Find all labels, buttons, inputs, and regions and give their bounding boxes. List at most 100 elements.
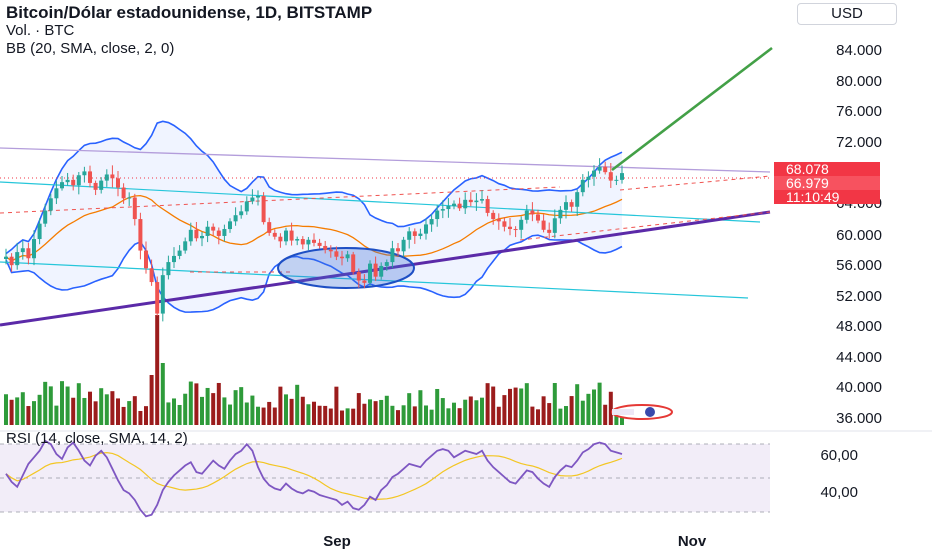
volume-bar <box>172 398 176 425</box>
flag-icon[interactable] <box>611 404 673 420</box>
volume-bar <box>457 408 462 425</box>
volume-bar <box>564 406 568 425</box>
candle-body <box>256 195 260 198</box>
volume-bar <box>317 405 322 425</box>
volume-bar <box>452 402 456 425</box>
candle-body <box>200 235 204 239</box>
candle-body <box>60 182 64 189</box>
volume-bar <box>592 389 596 425</box>
rising-support-line[interactable] <box>0 210 771 327</box>
candle-body <box>480 199 484 201</box>
volume-bar <box>440 398 445 425</box>
candle-body <box>524 210 529 220</box>
candle-body <box>71 179 76 186</box>
volume-bar <box>43 381 48 425</box>
volume-bar <box>250 395 255 425</box>
candle-body <box>172 255 176 263</box>
volume-bar <box>26 406 31 425</box>
volume-bar <box>300 396 305 425</box>
volume-bar <box>104 394 109 425</box>
volume-bar <box>149 375 154 425</box>
candle-body <box>603 166 608 173</box>
time-label-nov: Nov <box>678 533 707 550</box>
candle-body <box>211 226 216 231</box>
candle-body <box>345 254 350 259</box>
candle-body <box>284 230 288 242</box>
dashed-resistance-line-right[interactable] <box>619 175 771 191</box>
volume-bar <box>267 401 272 425</box>
volume-bar <box>188 381 193 425</box>
volume-bar <box>614 409 619 425</box>
bb-upper-band <box>5 120 623 255</box>
volume-bar <box>93 401 98 425</box>
rsi-tick: 40,00 <box>820 484 858 501</box>
candle-body <box>541 220 546 230</box>
candle-body <box>312 239 316 243</box>
candle-body <box>194 229 199 239</box>
candle-body <box>267 222 272 233</box>
projection-line[interactable] <box>611 46 773 172</box>
candle-body <box>127 197 132 199</box>
candle-body <box>4 256 8 260</box>
volume-bar <box>513 387 518 425</box>
volume-bar <box>284 394 288 425</box>
rsi-indicator-label[interactable]: RSI (14, close, SMA, 14, 2) <box>6 430 188 447</box>
candle-body <box>32 239 36 259</box>
bb-indicator-label[interactable]: BB (20, SMA, close, 2, 0) <box>6 40 175 57</box>
volume-bar <box>541 396 546 425</box>
volume-bar <box>312 401 316 425</box>
volume-bar <box>32 401 36 425</box>
candle-body <box>586 176 591 180</box>
last-price-tag: 68.078 <box>774 162 880 176</box>
candle-body <box>536 214 540 221</box>
candle-body <box>614 179 619 181</box>
volume-bar <box>99 388 104 425</box>
accumulation-zone-ellipse[interactable] <box>277 247 415 289</box>
volume-bar <box>435 388 440 425</box>
candle-body <box>496 219 501 222</box>
candle-body <box>65 179 70 183</box>
currency-selector[interactable]: USD <box>797 3 897 25</box>
candle-body <box>177 250 182 256</box>
volume-bar <box>446 408 451 425</box>
price-tick: 48.000 <box>836 318 882 335</box>
candle-body <box>93 182 98 190</box>
dashed-support-line[interactable] <box>519 211 771 241</box>
candle-body <box>575 192 580 207</box>
candle-body <box>233 215 238 222</box>
volume-bar <box>463 399 468 425</box>
volume-bar <box>144 406 148 425</box>
time-label-sep: Sep <box>323 533 351 550</box>
candle-body <box>446 205 451 210</box>
candle-body <box>323 245 328 250</box>
upper-resistance-line[interactable] <box>0 147 771 173</box>
rsi-tick: 60,00 <box>820 447 858 464</box>
rsi-line <box>5 439 623 518</box>
volume-bar <box>239 387 244 425</box>
channel-bottom-line[interactable] <box>0 261 749 299</box>
volume-bar <box>289 398 294 425</box>
candle-body <box>412 231 417 236</box>
volume-bar <box>65 386 70 425</box>
candle-body <box>222 229 227 236</box>
candle-body <box>160 275 165 314</box>
candle-body <box>20 248 25 253</box>
volume-bar <box>412 406 417 425</box>
volume-bar <box>519 388 524 425</box>
volume-bar <box>256 406 260 425</box>
candle-body <box>149 268 154 283</box>
dashed-resistance-line[interactable] <box>0 186 561 214</box>
volume-indicator-label[interactable]: Vol. · BTC <box>6 22 75 39</box>
volume-bar <box>15 397 20 425</box>
candle-body <box>485 199 490 213</box>
volume-bar <box>20 392 25 425</box>
volume-bar <box>48 386 53 425</box>
channel-top-line[interactable] <box>0 181 761 223</box>
volume-bar <box>603 404 608 425</box>
bollinger-bands <box>5 120 623 313</box>
volume-bar <box>384 395 389 425</box>
candle-body <box>183 241 188 251</box>
candle-body <box>530 210 535 215</box>
